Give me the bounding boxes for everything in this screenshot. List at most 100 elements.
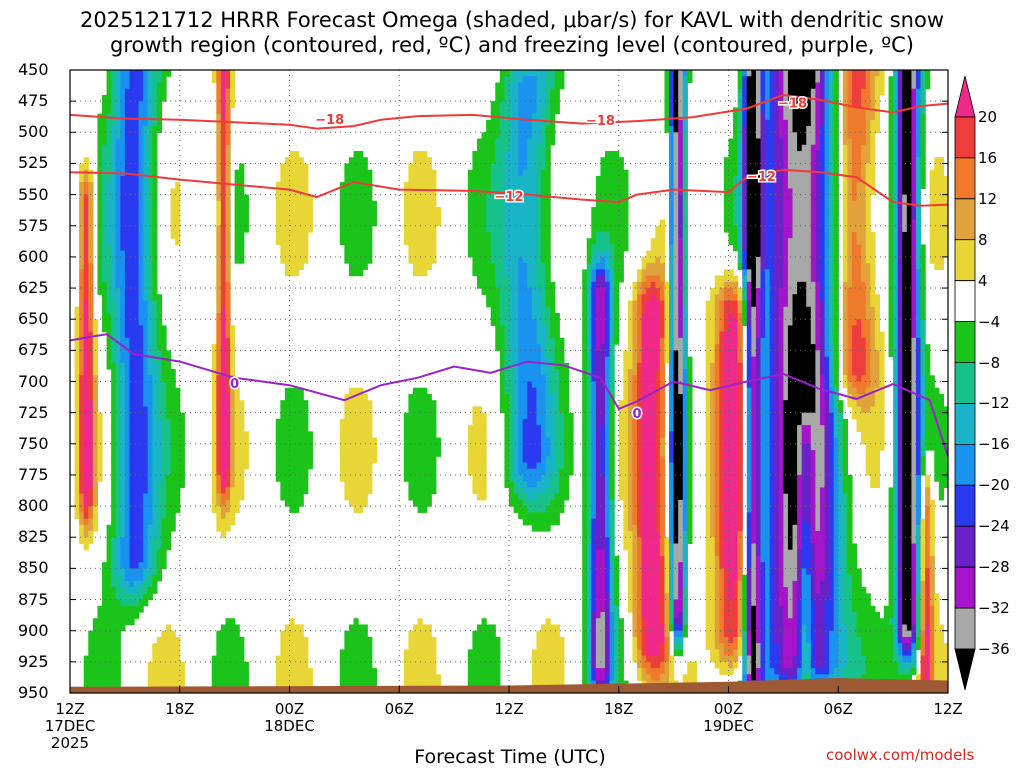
omega-cell <box>216 425 222 432</box>
omega-cell <box>115 263 121 270</box>
omega-cell <box>120 88 126 96</box>
omega-cell <box>403 188 409 196</box>
omega-cell <box>582 431 588 439</box>
omega-cell <box>129 437 135 445</box>
omega-cell <box>152 175 158 183</box>
omega-cell <box>614 612 620 619</box>
omega-cell <box>294 680 300 688</box>
omega-cell <box>472 213 478 221</box>
omega-cell <box>490 231 496 239</box>
omega-cell <box>568 437 574 445</box>
omega-cell <box>595 263 602 270</box>
omega-cell <box>499 362 506 370</box>
omega-cell <box>518 157 524 165</box>
omega-cell <box>170 636 176 644</box>
omega-cell <box>591 474 597 482</box>
omega-cell <box>504 412 510 420</box>
omega-cell <box>234 437 240 445</box>
omega-cell <box>353 225 359 233</box>
omega-cell <box>134 344 140 351</box>
omega-cell <box>152 169 158 177</box>
omega-cell <box>289 661 295 669</box>
omega-cell <box>170 668 176 675</box>
omega-cell <box>225 70 231 77</box>
omega-cell <box>348 624 355 632</box>
omega-cell <box>97 238 103 246</box>
omega-cell <box>307 462 313 470</box>
omega-cell <box>614 256 620 264</box>
omega-cell <box>129 182 135 189</box>
omega-cell <box>294 238 300 246</box>
omega-cell <box>303 655 309 663</box>
omega-cell <box>92 319 99 327</box>
omega-cell <box>522 344 528 351</box>
omega-cell <box>554 344 560 351</box>
omega-cell <box>225 630 231 638</box>
omega-cell <box>486 244 492 252</box>
omega-cell <box>211 450 217 457</box>
omega-cell <box>600 331 606 339</box>
omega-cell <box>298 674 304 682</box>
omega-cell <box>74 431 80 439</box>
omega-cell <box>513 138 519 146</box>
omega-cell <box>179 674 185 682</box>
omega-cell <box>600 443 606 451</box>
omega-cell <box>156 531 163 538</box>
omega-cell <box>152 213 158 221</box>
omega-cell <box>509 499 515 507</box>
omega-cell <box>513 499 519 507</box>
omega-cell <box>225 431 231 439</box>
omega-cell <box>79 213 85 221</box>
omega-cell <box>138 599 144 607</box>
omega-cell <box>513 456 519 464</box>
omega-cell <box>111 263 117 270</box>
omega-cell <box>504 225 510 233</box>
omega-cell <box>605 456 611 464</box>
omega-cell <box>179 661 185 669</box>
omega-cell <box>298 680 304 688</box>
omega-cell <box>83 331 89 339</box>
omega-cell <box>230 655 236 663</box>
omega-cell <box>120 425 126 432</box>
omega-cell <box>88 381 94 389</box>
omega-cell <box>120 418 126 426</box>
omega-cell <box>303 462 309 470</box>
omega-cell <box>284 194 291 202</box>
omega-cell <box>294 231 300 239</box>
omega-cell <box>280 630 286 638</box>
omega-cell <box>481 431 487 439</box>
omega-cell <box>220 219 227 227</box>
omega-cell <box>97 468 103 476</box>
omega-cell <box>83 263 89 270</box>
omega-cell <box>362 238 368 246</box>
omega-cell <box>591 562 597 569</box>
omega-cell <box>152 661 158 669</box>
omega-cell <box>129 356 135 364</box>
omega-cell <box>166 462 172 470</box>
omega-cell <box>152 88 158 96</box>
omega-cell <box>422 636 428 644</box>
omega-cell <box>422 674 428 682</box>
omega-cell <box>408 213 414 221</box>
omega-cell <box>216 144 222 152</box>
omega-cell <box>79 225 85 233</box>
omega-cell <box>545 213 551 221</box>
omega-cell <box>147 412 153 420</box>
omega-cell <box>353 412 359 420</box>
omega-cell <box>124 256 131 264</box>
omega-cell <box>431 668 437 675</box>
omega-cell <box>582 655 588 663</box>
omega-cell <box>88 474 94 482</box>
omega-cell <box>284 468 291 476</box>
omega-cell <box>531 275 538 283</box>
omega-cell <box>339 680 345 688</box>
omega-cell <box>412 680 419 688</box>
omega-cell <box>582 325 588 333</box>
omega-cell <box>559 412 565 420</box>
omega-cell <box>216 506 222 513</box>
omega-cell <box>307 207 313 214</box>
omega-cell <box>216 630 222 638</box>
omega-cell <box>129 82 135 90</box>
omega-cell <box>225 474 231 482</box>
omega-cell <box>115 219 121 227</box>
